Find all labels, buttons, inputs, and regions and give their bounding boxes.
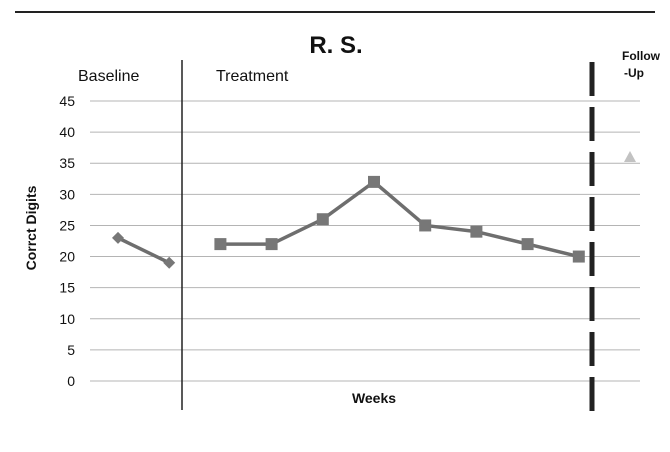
data-point-follow-up-1 <box>624 151 636 162</box>
data-point-treatment-8 <box>572 250 585 263</box>
data-point-treatment-5 <box>419 219 432 232</box>
y-tick-label-10: 10 <box>59 311 75 327</box>
data-point-treatment-2 <box>265 238 278 251</box>
y-tick-label-30: 30 <box>59 186 75 202</box>
phase-label-baseline: Baseline <box>78 68 139 85</box>
data-point-treatment-1 <box>214 238 227 251</box>
data-point-treatment-3 <box>316 213 329 226</box>
y-tick-label-0: 0 <box>67 373 75 389</box>
x-axis-label: Weeks <box>352 390 396 406</box>
y-tick-label-5: 5 <box>67 342 75 358</box>
series-layer <box>112 151 636 269</box>
series-baseline <box>112 231 176 269</box>
series-treatment <box>214 175 585 263</box>
y-tick-label-20: 20 <box>59 249 75 265</box>
series-follow-up <box>624 151 636 162</box>
chart-title: R. S. <box>309 32 362 59</box>
phase-label-treatment: Treatment <box>216 68 289 85</box>
phase-label-follow-up-line2: -Up <box>624 66 644 80</box>
y-tick-label-45: 45 <box>59 93 75 109</box>
y-tick-label-15: 15 <box>59 280 75 296</box>
y-axis-ticks: 0 5 10 15 20 25 30 35 40 45 <box>59 93 75 389</box>
y-axis-label: Corrct Digits <box>23 185 39 270</box>
y-tick-label-25: 25 <box>59 217 75 233</box>
data-point-baseline-2 <box>163 256 176 269</box>
series-line-treatment <box>220 180 580 259</box>
gridlines <box>90 100 640 382</box>
data-point-baseline-1 <box>112 231 124 244</box>
y-tick-label-40: 40 <box>59 124 75 140</box>
y-tick-label-35: 35 <box>59 155 75 171</box>
data-point-treatment-6 <box>470 225 483 238</box>
data-point-treatment-4 <box>368 175 380 188</box>
phase-label-follow-up-line1: Follow <box>622 49 661 63</box>
data-point-treatment-7 <box>521 238 534 251</box>
series-line-baseline <box>117 236 170 265</box>
